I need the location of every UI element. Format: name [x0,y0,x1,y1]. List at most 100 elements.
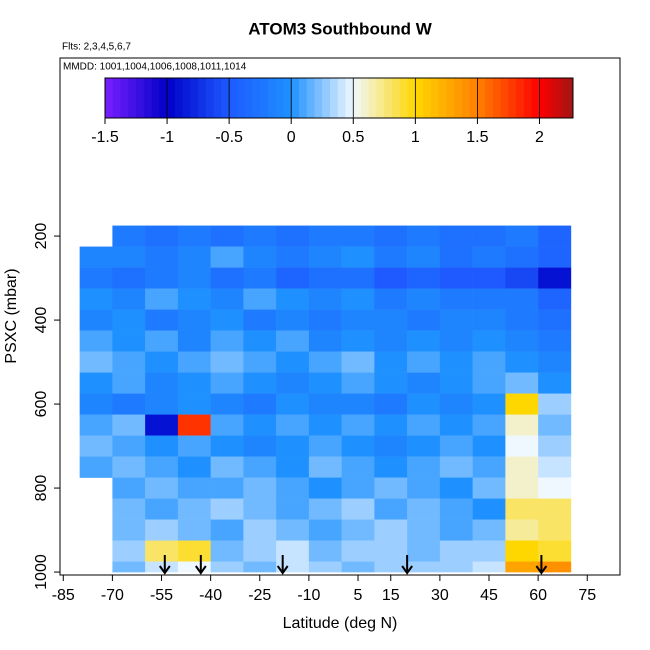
heat-cell [145,477,179,499]
heat-cell [374,498,408,520]
heat-cell [341,393,375,415]
heat-cell [374,435,408,457]
dates-note: MMDD: 1001,1004,1006,1008,1011,1014 [63,62,247,73]
heat-cell [112,393,146,415]
heat-cell [472,435,506,457]
heat-cell [538,372,572,394]
heat-cell [407,372,441,394]
colorbar-swatch [221,78,230,118]
heat-cell [472,477,506,499]
heat-cell [112,246,146,268]
heat-cell [374,288,408,310]
heat-cell [407,267,441,289]
heat-cell [243,435,277,457]
colorbar-swatch [198,78,207,118]
heat-cell [538,225,572,247]
colorbar-tick-label: -0.5 [215,129,243,146]
heat-cell [439,456,473,478]
heat-cell [374,246,408,268]
heat-cell [341,267,375,289]
colorbar-swatch [547,78,553,118]
heat-cell [505,561,539,573]
heat-cell [374,309,408,331]
colorbar-swatch [477,78,486,118]
heat-cell [243,519,277,541]
heat-cell [538,540,572,562]
heat-cell [145,246,179,268]
heat-cell [79,414,113,436]
heat-cell [210,330,244,352]
colorbar-swatch [267,78,277,118]
colorbar-swatch [384,78,393,118]
heat-cell [308,288,342,310]
heat-cell [177,498,211,520]
latitude-arrow [535,555,548,575]
heat-cell [308,372,342,394]
heat-cell [210,414,244,436]
heat-cell [407,414,441,436]
heat-cell [439,372,473,394]
colorbar-swatch [291,78,300,118]
heat-cell [243,246,277,268]
heat-cell [276,561,310,573]
colorbar-swatch [430,78,440,118]
colorbar-swatch [523,78,533,118]
heat-cell [243,540,277,562]
heat-cell [276,393,310,415]
colorbar-swatch [392,78,401,118]
colorbar-swatch [236,78,246,118]
heat-cell [112,351,146,373]
heat-cell [472,246,506,268]
colorbar-swatch [205,78,215,118]
heat-cell [472,414,506,436]
heat-cell [79,372,113,394]
heat-cell [407,435,441,457]
colorbar-swatch [361,78,370,118]
colorbar-swatch [508,78,517,118]
heat-cell [472,372,506,394]
heat-cell [472,330,506,352]
heat-cell [505,498,539,520]
heat-cell [308,246,342,268]
heat-cell [308,330,342,352]
heat-cell [177,309,211,331]
heat-cell [341,456,375,478]
heat-cell [505,540,539,562]
heat-cell [112,498,146,520]
heat-cell [177,225,211,247]
colorbar-swatch [556,78,561,118]
heat-cell [439,225,473,247]
heat-cell [374,372,408,394]
heat-cell [472,393,506,415]
heat-cell [210,288,244,310]
heat-cell [276,246,310,268]
heat-cell [243,498,277,520]
x-tick-label: -70 [101,587,124,604]
colorbar-swatch [174,78,184,118]
latitude-arrow [158,555,171,575]
colorbar-swatch [244,78,253,118]
heat-cell [210,519,244,541]
heat-cell [210,246,244,268]
heat-cell [112,435,146,457]
heat-cell [538,456,572,478]
heat-cell [79,351,113,373]
heat-cell [177,456,211,478]
heat-cell [439,330,473,352]
heat-cell [112,540,146,562]
heat-cell [145,519,179,541]
heat-cell [341,351,375,373]
heat-cell [439,309,473,331]
heat-cell [439,414,473,436]
heat-cell [177,435,211,457]
heat-cell [538,519,572,541]
heat-cell [341,288,375,310]
y-tick-label: 600 [33,391,50,418]
heat-cell [472,540,506,562]
heat-cell [538,393,572,415]
heat-cell [407,519,441,541]
heat-cell [439,519,473,541]
heat-cell [472,225,506,247]
heat-cell [112,372,146,394]
colorbar-swatch [485,78,494,118]
